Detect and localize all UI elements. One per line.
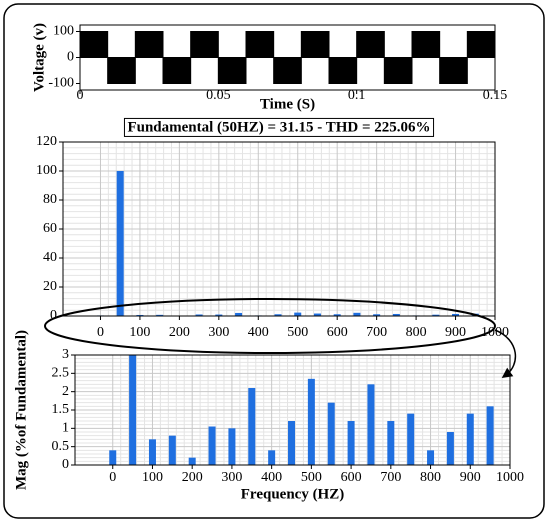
x-tick-label: 0.05 [206,88,231,103]
x-tick-label: 600 [327,325,348,340]
bar [109,450,117,465]
frame [3,3,545,519]
bar [156,314,164,316]
bar [333,314,341,316]
x-axis-label: Time (S) [260,96,315,112]
x-tick-label: 800 [406,325,427,340]
bar [427,450,435,465]
x-tick-label: 0 [77,88,84,103]
marks [109,355,494,465]
title-box [123,117,435,137]
y-tick-label: 100 [36,163,57,178]
y-tick-label: 2.5 [52,366,70,381]
bar [215,314,223,316]
bar [313,313,321,316]
y-tick-label: 0 [62,457,69,472]
bar [168,435,176,465]
x-tick-label: 0.15 [483,88,508,103]
bar [347,421,355,465]
bar [136,314,144,316]
y-tick-label: 100 [53,24,74,39]
bar [116,171,124,316]
x-tick-label: 400 [248,325,269,340]
plot-border [79,24,496,91]
x-tick-label: 0 [109,470,116,485]
bar [407,413,415,465]
x-tick-label: 1000 [481,325,509,340]
zoom-arrow [494,329,517,379]
y-tick-label: 0.5 [52,439,70,454]
x-tick-label: 500 [287,325,308,340]
x-tick-label: 200 [169,325,190,340]
x-tick-label: 900 [445,325,466,340]
bar [392,313,400,316]
bar [432,314,440,316]
bar [446,432,454,465]
y-tick-label: 1 [62,421,69,436]
marks [79,31,496,84]
x-tick-label: 100 [129,325,150,340]
bar [248,388,256,465]
plot-border [74,354,511,466]
bar [466,413,474,465]
x-tick-label: 400 [261,470,282,485]
bar [228,428,236,465]
plot-border [62,141,496,317]
y-tick-label: 3 [62,347,69,362]
bar [307,378,315,465]
waveform [79,31,496,84]
y-axis-label: Voltage (v) [31,23,47,92]
y-tick-label: 20 [43,279,57,294]
bar [294,312,302,316]
x-tick-label: 0 [97,325,104,340]
y-axis-label: Mag (%of Fundamental) [13,330,29,490]
x-tick-label: 700 [366,325,387,340]
x-tick-label: 300 [221,470,242,485]
y-tick-label: 2 [62,384,69,399]
zoom-ellipse [44,298,496,354]
y-tick-label: 0 [67,50,74,65]
x-tick-label: 600 [341,470,362,485]
y-tick-label: 40 [43,250,57,265]
x-tick-label: 800 [420,470,441,485]
x-tick-label: 0.1 [348,88,366,103]
bar [268,450,276,465]
marks [96,171,479,316]
x-tick-label: 500 [301,470,322,485]
bar [274,314,282,316]
x-tick-label: 300 [208,325,229,340]
x-tick-label: 200 [182,470,203,485]
bar [188,457,196,465]
bar [208,426,216,465]
y-tick-label: 1.5 [52,402,70,417]
bar [452,313,460,316]
bar [353,312,361,316]
chart-title: Fundamental (50HZ) = 31.15 - THD = 225.0… [127,119,430,135]
x-tick-label: 700 [380,470,401,485]
bar [367,384,375,465]
bar [129,355,137,465]
y-tick-label: 80 [43,192,57,207]
x-tick-label: 100 [142,470,163,485]
bar [387,421,395,465]
bar [195,314,203,316]
x-tick-label: 900 [460,470,481,485]
bar [148,439,156,465]
y-tick-label: 60 [43,221,57,236]
bar [327,402,335,465]
bar [373,314,381,316]
y-tick-label: 120 [36,134,57,149]
x-axis-label: Frequency (HZ) [241,486,344,502]
y-tick-label: -100 [48,76,74,91]
bar [288,421,296,465]
bar [235,312,243,316]
x-tick-label: 1000 [496,470,524,485]
bar [486,406,494,465]
y-tick-label: 0 [50,308,57,323]
